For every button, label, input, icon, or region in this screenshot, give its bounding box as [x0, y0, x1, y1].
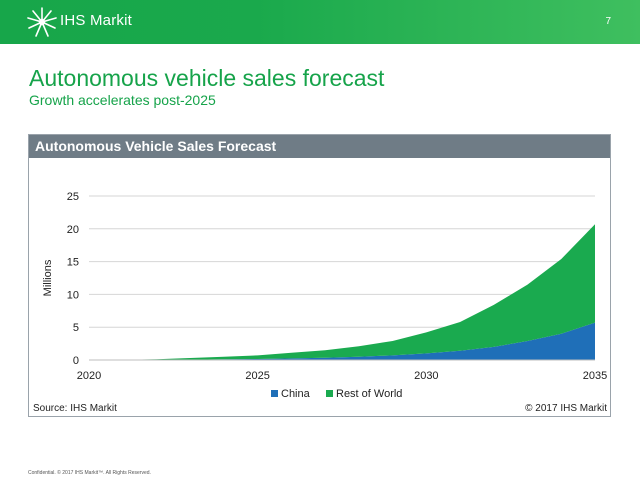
y-tick-label: 5: [73, 322, 79, 334]
x-tick-label: 2025: [245, 370, 269, 382]
logo-text: IHS Markit: [60, 12, 133, 29]
chart-panel: Autonomous Vehicle Sales Forecast 0 5 10 15…: [28, 134, 611, 417]
y-axis-label: Millions: [42, 259, 54, 296]
slide-subtitle: Growth accelerates post-2025: [29, 92, 216, 108]
legend-label: China: [281, 388, 311, 400]
source-note: Source: IHS Markit: [33, 403, 117, 414]
chart-title: Autonomous Vehicle Sales Forecast: [29, 135, 610, 158]
page-number: 7: [605, 16, 611, 27]
y-tick-label: 0: [73, 355, 79, 367]
x-tick-label: 2035: [583, 370, 607, 382]
footer-text: Confidential. © 2017 IHS Markit™. All Ri…: [28, 470, 151, 476]
y-tick-label: 15: [67, 257, 79, 269]
x-tick-label: 2030: [414, 370, 438, 382]
copyright-note: © 2017 IHS Markit: [525, 403, 607, 414]
series-area-rest-of-world: [89, 224, 595, 360]
y-tick-label: 20: [67, 224, 79, 236]
starburst-logo-icon: [27, 7, 57, 37]
y-tick-label: 10: [67, 289, 79, 301]
series-area-china: [89, 322, 595, 360]
legend-swatch: [326, 390, 333, 397]
y-tick-label: 25: [67, 191, 79, 203]
header-bar: IHS Markit 7: [0, 0, 640, 44]
legend-swatch: [271, 390, 278, 397]
slide-title: Autonomous vehicle sales forecast: [29, 65, 385, 91]
legend-label: Rest of World: [336, 388, 402, 400]
x-tick-label: 2020: [77, 370, 101, 382]
